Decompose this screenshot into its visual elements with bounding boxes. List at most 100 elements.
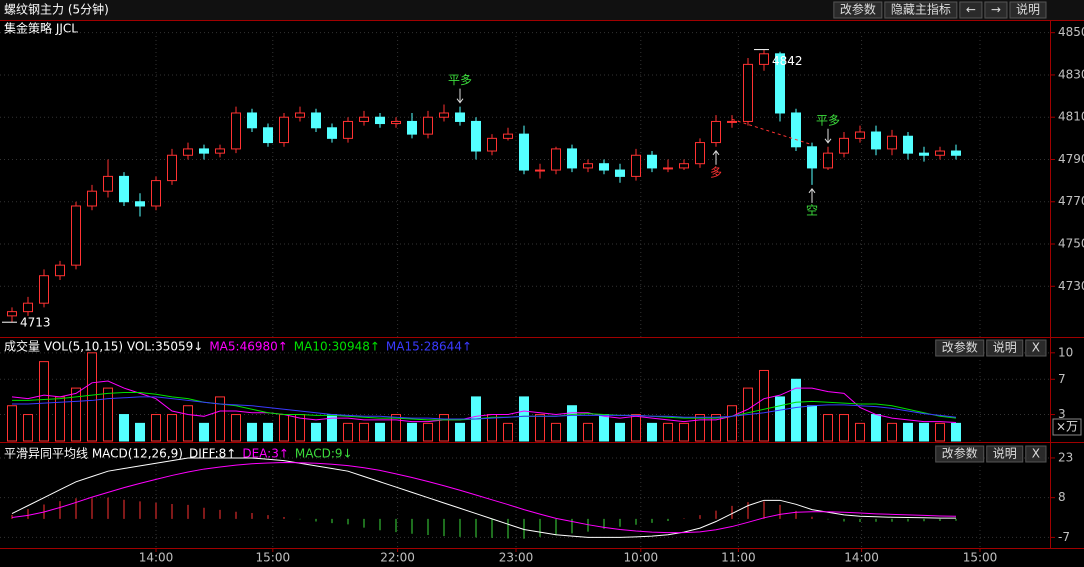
- y-tick-label: 3: [1058, 407, 1066, 421]
- volume-bar: [215, 396, 225, 442]
- candle-body: [487, 137, 497, 152]
- button[interactable]: [1009, 1, 1047, 19]
- candle-body: [903, 135, 913, 154]
- candle-body: [823, 152, 833, 169]
- y-tick-label: 4810: [1058, 110, 1084, 124]
- candle-body: [471, 120, 481, 152]
- volume-bar: [503, 422, 513, 442]
- candle-body: [583, 163, 593, 169]
- x-tick-label: 14:00: [139, 551, 174, 565]
- candle-body: [551, 148, 561, 171]
- volume-bar: [183, 405, 193, 442]
- button[interactable]: [935, 339, 985, 357]
- candle-body: [135, 201, 145, 207]
- candle-body: [935, 150, 945, 156]
- button-label[interactable]: 隐藏主指标: [891, 2, 951, 17]
- candle-body: [775, 53, 785, 114]
- candle-body: [535, 169, 545, 172]
- candle-body: [743, 63, 753, 122]
- volume-bar: [263, 422, 273, 442]
- button-label[interactable]: ←: [966, 3, 976, 17]
- button[interactable]: [884, 1, 958, 19]
- candle-body: [183, 148, 193, 156]
- volume-bar: [903, 422, 913, 442]
- candle-body: [391, 120, 401, 125]
- toolbar: [0, 0, 1084, 20]
- volume-bar: [935, 422, 945, 442]
- candle-body: [695, 142, 705, 165]
- legend-entry: MACD:9↓: [295, 447, 353, 461]
- volume-bar: [231, 414, 241, 442]
- candle-body: [759, 53, 769, 65]
- volume-bar: [359, 422, 369, 442]
- signal-arrow: [456, 88, 464, 104]
- candle-body: [359, 116, 369, 122]
- volume-bar: [519, 396, 529, 442]
- y-tick-label: 4830: [1058, 67, 1084, 81]
- candle-body: [247, 112, 257, 129]
- button-label[interactable]: X: [1032, 341, 1040, 355]
- button-label[interactable]: 改参数: [942, 340, 978, 355]
- volume-bar: [103, 387, 113, 442]
- candle-body: [295, 112, 305, 118]
- legend-entry: MA15:28644↑: [386, 340, 472, 354]
- button-label[interactable]: 说明: [1016, 2, 1040, 17]
- volume-bar: [599, 414, 609, 442]
- candle-body: [375, 116, 385, 125]
- candle-body: [887, 135, 897, 150]
- button[interactable]: [986, 339, 1024, 357]
- candle-body: [663, 167, 673, 170]
- volume-bar: [7, 405, 17, 442]
- candle-body: [455, 112, 465, 122]
- volume-bar: [823, 414, 833, 442]
- volume-bar: [951, 422, 961, 442]
- candle-body: [855, 131, 865, 139]
- button[interactable]: [935, 445, 985, 463]
- button[interactable]: [959, 1, 983, 19]
- y-tick-label: 4750: [1058, 237, 1084, 251]
- volume-bar: [663, 422, 673, 442]
- x-tick-label: 23:00: [499, 551, 534, 565]
- candle-body: [167, 154, 177, 182]
- button[interactable]: [986, 445, 1024, 463]
- y-tick-label: 4730: [1058, 279, 1084, 293]
- candle-body: [679, 163, 689, 169]
- signal-label: 空: [806, 203, 818, 217]
- candle-body: [839, 137, 849, 154]
- volume-bar: [839, 414, 849, 442]
- legend-entry: MA5:46980↑: [209, 340, 287, 354]
- button-label[interactable]: X: [1032, 447, 1040, 461]
- y-tick-label: 23: [1058, 450, 1073, 464]
- y-tick-label: 10: [1058, 345, 1073, 359]
- button[interactable]: [984, 1, 1008, 19]
- candle-body: [327, 127, 337, 139]
- volume-bar: [791, 378, 801, 442]
- candle-body: [951, 150, 961, 156]
- panel-borders: [0, 20, 1084, 549]
- volume-bar: [871, 414, 881, 442]
- candle-body: [599, 163, 609, 171]
- signal-arrow: [712, 149, 720, 165]
- candle-body: [871, 131, 881, 150]
- button-label[interactable]: 改参数: [942, 446, 978, 461]
- volume-bar: [247, 422, 257, 442]
- button[interactable]: [1025, 339, 1047, 357]
- button-label[interactable]: 改参数: [840, 2, 876, 17]
- candle-body: [119, 175, 129, 203]
- button-label[interactable]: →: [991, 3, 1001, 17]
- candle-body: [791, 112, 801, 148]
- y-tick-label: 4790: [1058, 152, 1084, 166]
- candle-body: [263, 127, 273, 144]
- candle-body: [631, 154, 641, 177]
- candle-body: [343, 120, 353, 139]
- button-label[interactable]: 说明: [993, 446, 1017, 461]
- volume-bar: [679, 422, 689, 442]
- button[interactable]: [833, 1, 883, 19]
- extreme-label: 4842: [772, 54, 803, 68]
- volume-bar: [199, 422, 209, 442]
- chart-title: 螺纹钢主力 (5分钟): [4, 2, 109, 17]
- candle-body: [151, 180, 161, 207]
- extreme-label: 4713: [20, 316, 51, 330]
- button-label[interactable]: 说明: [993, 340, 1017, 355]
